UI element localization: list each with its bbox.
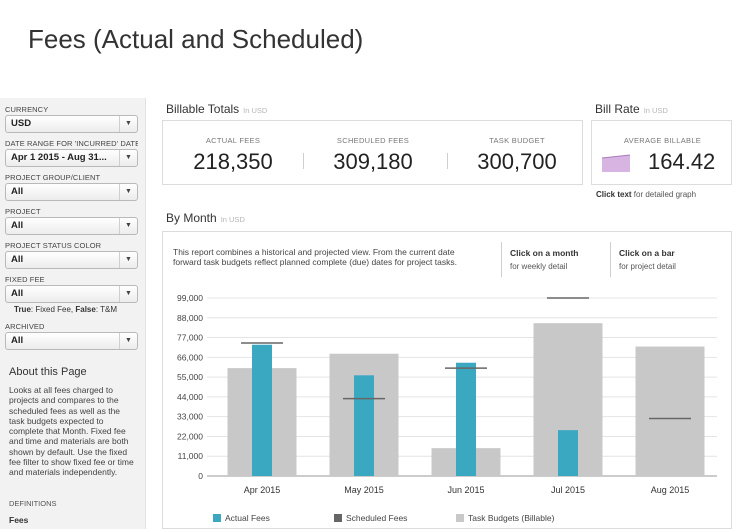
x-tick-label[interactable]: Jul 2015: [551, 485, 585, 495]
filter-sidebar: CURRENCY USD ▼ DATE RANGE FOR 'INCURRED' …: [0, 98, 146, 529]
legend-actual-fees[interactable]: Actual Fees: [213, 513, 270, 523]
kpi-task-budget: TASK BUDGET 300,700: [447, 121, 587, 175]
chevron-down-icon: ▼: [119, 286, 137, 302]
about-title: About this Page: [9, 366, 87, 378]
billable-totals-panel: ACTUAL FEES 218,350 SCHEDULED FEES 309,1…: [162, 120, 583, 185]
kpi-scheduled-fees: SCHEDULED FEES 309,180: [303, 121, 443, 175]
fixed-fee-select[interactable]: All ▼: [5, 285, 138, 303]
kpi-value: 218,350: [193, 149, 273, 174]
bill-rate-label: AVERAGE BILLABLE: [623, 136, 702, 145]
legend-swatch: [334, 514, 342, 522]
billable-totals-title: Billable Totals In USD: [166, 102, 268, 116]
y-tick-label: 77,000: [177, 333, 203, 343]
definitions-label: DEFINITIONS: [9, 499, 57, 508]
kpi-value: 300,700: [477, 149, 557, 174]
chevron-down-icon: ▼: [119, 333, 137, 349]
bill-rate-panel[interactable]: AVERAGE BILLABLE 164.42: [591, 120, 732, 185]
x-tick-label[interactable]: Jun 2015: [447, 485, 484, 495]
fixed-fee-note: True: Fixed Fee, False: T&M: [14, 305, 118, 314]
fees-by-month-chart[interactable]: 0 11,000 22,000 33,000 44,000 55,000 66,000 77,…: [162, 290, 732, 506]
about-text: Looks at all fees charged to projects an…: [9, 385, 134, 478]
hint-title: Click on a bar: [619, 248, 675, 258]
sparkline-area: [602, 155, 630, 172]
bill-rate-value[interactable]: 164.42: [648, 149, 716, 174]
date-range-filter: DATE RANGE FOR 'INCURRED' DATES Apr 1 20…: [5, 138, 138, 167]
kpi-label: SCHEDULED FEES: [336, 136, 410, 145]
bill-rate-sparkline: [602, 154, 631, 172]
bill-rate-hint: Click text for detailed graph: [596, 190, 697, 199]
project-filter: PROJECT All ▼: [5, 206, 138, 235]
bill-rate-title: Bill Rate In USD: [595, 102, 668, 116]
y-tick-label: 88,000: [177, 313, 203, 323]
fixed-fee-filter: FIXED FEE All ▼: [5, 274, 138, 303]
y-tick-label: 99,000: [177, 293, 203, 303]
project-group-filter: PROJECT GROUP/CLIENT All ▼: [5, 172, 138, 201]
project-group-label: PROJECT GROUP/CLIENT: [5, 173, 101, 182]
chevron-down-icon: ▼: [119, 252, 137, 268]
date-range-label: DATE RANGE FOR 'INCURRED' DATES: [5, 139, 138, 148]
archived-filter: ARCHIVED All ▼: [5, 321, 138, 350]
y-tick-label: 55,000: [177, 372, 203, 382]
currency-filter: CURRENCY USD ▼: [5, 104, 138, 133]
archived-label: ARCHIVED: [5, 322, 45, 331]
kpi-value: 309,180: [333, 149, 413, 174]
y-tick-label: 0: [198, 471, 203, 481]
kpi-label: TASK BUDGET: [489, 136, 545, 145]
definition-term-fees: Fees: [9, 515, 29, 525]
actual-fees-bar[interactable]: [558, 430, 578, 476]
archived-select[interactable]: All ▼: [5, 332, 138, 350]
kpi-divider: [303, 153, 304, 169]
by-month-description: This report combines a historical and pr…: [173, 247, 457, 267]
chevron-down-icon: ▼: [119, 116, 137, 132]
chevron-down-icon: ▼: [119, 218, 137, 234]
project-select[interactable]: All ▼: [5, 217, 138, 235]
chevron-down-icon: ▼: [119, 184, 137, 200]
y-tick-label: 33,000: [177, 412, 203, 422]
currency-label: CURRENCY: [5, 105, 49, 114]
hint-subtitle: for weekly detail: [510, 262, 568, 271]
project-status-select[interactable]: All ▼: [5, 251, 138, 269]
sparkline-line: [602, 154, 631, 159]
x-tick-label[interactable]: Aug 2015: [651, 485, 690, 495]
currency-select[interactable]: USD ▼: [5, 115, 138, 133]
kpi-divider: [447, 153, 448, 169]
fixed-fee-label: FIXED FEE: [5, 275, 45, 284]
hint-click-bar: Click on a bar for project detail: [610, 242, 676, 277]
x-tick-label[interactable]: May 2015: [344, 485, 384, 495]
hint-title: Click on a month: [510, 248, 579, 258]
project-status-label: PROJECT STATUS COLOR: [5, 241, 102, 250]
chevron-down-icon: ▼: [119, 150, 137, 166]
task-budget-bar[interactable]: [635, 346, 705, 476]
x-tick-label[interactable]: Apr 2015: [244, 485, 281, 495]
actual-fees-bar[interactable]: [252, 344, 272, 476]
hint-click-month: Click on a month for weekly detail: [501, 242, 578, 277]
date-range-select[interactable]: Apr 1 2015 - Aug 31... ▼: [5, 149, 138, 167]
actual-fees-bar[interactable]: [456, 362, 476, 476]
legend-scheduled-fees[interactable]: Scheduled Fees: [334, 513, 407, 523]
page-title: Fees (Actual and Scheduled): [28, 24, 364, 54]
legend-task-budgets[interactable]: Task Budgets (Billable): [456, 513, 554, 523]
legend-swatch: [213, 514, 221, 522]
project-label: PROJECT: [5, 207, 41, 216]
legend-swatch: [456, 514, 464, 522]
kpi-label: ACTUAL FEES: [205, 136, 261, 145]
y-tick-label: 22,000: [177, 431, 203, 441]
kpi-actual-fees: ACTUAL FEES 218,350: [163, 121, 303, 175]
project-status-filter: PROJECT STATUS COLOR All ▼: [5, 240, 138, 269]
y-tick-label: 44,000: [177, 392, 203, 402]
actual-fees-bar[interactable]: [354, 375, 374, 476]
by-month-title: By Month In USD: [166, 211, 245, 225]
project-group-select[interactable]: All ▼: [5, 183, 138, 201]
hint-subtitle: for project detail: [619, 262, 676, 271]
y-tick-label: 66,000: [177, 352, 203, 362]
y-tick-label: 11,000: [178, 451, 204, 461]
